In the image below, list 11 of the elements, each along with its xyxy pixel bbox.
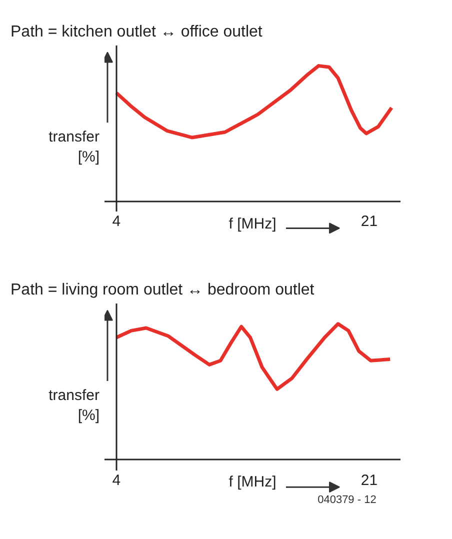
chart-title: Path = living room outlet ↔ bedroom outlet xyxy=(10,282,315,298)
x-tick-label: 21 xyxy=(360,472,378,489)
x-axis-title: f [MHz] xyxy=(228,474,276,490)
x-tick-label: 4 xyxy=(112,472,121,489)
x-tick-label: 21 xyxy=(360,213,378,230)
x-axis-title: f [MHz] xyxy=(228,216,276,232)
text: 040379 - 12 xyxy=(318,494,376,506)
y-axis-title: transfer [%] xyxy=(48,128,100,166)
x-tick-label: 4 xyxy=(112,213,121,230)
chart-title: Path = kitchen outlet ↔ office outlet xyxy=(10,24,263,40)
y-axis-title: transfer [%] xyxy=(48,386,100,424)
